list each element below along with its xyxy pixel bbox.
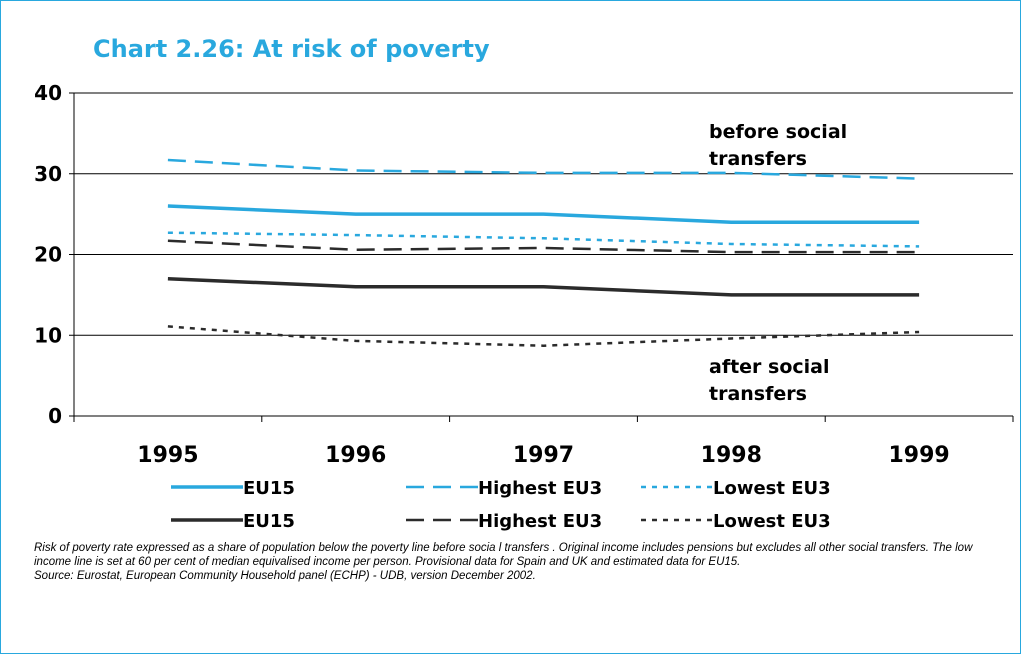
footnote-source: Source: Eurostat, European Community Hou… (34, 570, 536, 582)
x-tick-label-1998: 1998 (701, 443, 762, 468)
y-tick-label-30: 30 (34, 162, 62, 186)
chart-title: Chart 2.26: At risk of poverty (93, 35, 490, 63)
series-line-before-eu15 (167, 204, 920, 224)
y-tick-label-0: 0 (48, 404, 62, 428)
series-line-after-lowest-eu3 (167, 325, 920, 347)
legend-label-after-highest-eu3: Highest EU3 (478, 511, 602, 532)
x-tick-label-1997: 1997 (513, 443, 574, 468)
x-tick-label-1996: 1996 (325, 443, 386, 468)
annotation-0-line-1: transfers (709, 148, 807, 170)
y-tick-label-10: 10 (34, 323, 62, 347)
legend-label-before-eu15: EU15 (243, 478, 295, 499)
footnote-note: Risk of poverty rate expressed as a shar… (34, 542, 973, 568)
annotation-1-line-0: after social (709, 356, 830, 378)
x-tick-label-1995: 1995 (137, 443, 198, 468)
legend-label-after-lowest-eu3: Lowest EU3 (713, 511, 831, 532)
series-line-after-eu15 (167, 276, 920, 297)
annotation-1-line-1: transfers (709, 383, 807, 405)
legend-label-before-highest-eu3: Highest EU3 (478, 478, 602, 499)
legend-label-before-lowest-eu3: Lowest EU3 (713, 478, 831, 499)
y-tick-label-40: 40 (34, 81, 62, 105)
legend-label-after-eu15: EU15 (243, 511, 295, 532)
series-line-after-highest-eu3 (167, 239, 920, 254)
y-tick-label-20: 20 (34, 243, 62, 267)
series-line-before-lowest-eu3 (167, 231, 920, 248)
x-tick-label-1999: 1999 (888, 443, 949, 468)
footnote: Risk of poverty rate expressed as a shar… (34, 541, 994, 583)
series-line-before-highest-eu3 (167, 158, 920, 180)
annotation-0-line-0: before social (709, 121, 847, 143)
